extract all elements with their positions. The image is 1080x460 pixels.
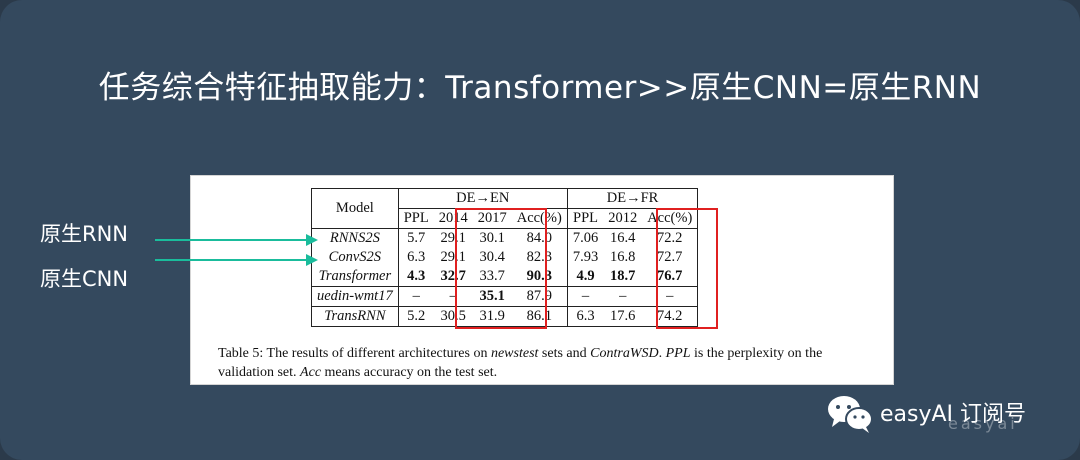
model-name: uedin-wmt17 [311,286,399,307]
table-cell: 30.4 [479,249,505,265]
caption-text: Acc [300,365,322,380]
label-native-rnn: 原生RNN [40,222,129,246]
table-cell: 6.3 [567,306,604,327]
arrow-cnn [155,254,318,266]
table-cell: 16.4 [610,230,636,246]
brand-watermark: easyAI 订阅号 easyai [826,392,1066,442]
caption-text: ContraWSD [590,346,659,361]
col-header: PPL [567,208,604,229]
col-header: 2012 [603,208,643,229]
table-caption: Table 5: The results of different archit… [218,344,878,382]
highlight-box-de-en [455,208,547,329]
table-cell: – [433,286,473,307]
col-header: Acc(%) [511,208,568,229]
caption-text: Table 5: The results of different archit… [218,346,491,361]
caption-text: is the perplexity on the validation set. [218,346,823,380]
table-cell: 35.1 [472,286,512,307]
table-cell: 7.06 [572,230,599,246]
caption-text: means accuracy on the test set. [321,365,498,380]
col-header: 2017 [472,208,512,229]
table-cell: 5.7 [407,230,426,246]
caption-text: PPL [665,346,691,361]
group-header-de-fr: DE→FR [567,188,699,209]
col-header: 2014 [433,208,473,229]
table-row: uedin-wmt17 – – 35.1 87.9 – – – [311,286,699,307]
model-name: RNNS2S [311,228,399,248]
model-header: Model [311,188,399,229]
table-cell: – [567,286,604,307]
table-cell: 6.3 [407,249,426,265]
model-name: Transformer [311,267,399,287]
caption-text: newstest [490,346,539,361]
table-cell: 29.1 [440,230,466,246]
table-cell: 4.9 [576,268,595,284]
highlight-box-de-fr [656,208,718,329]
arrow-rnn [155,234,318,246]
table-cell: 7.93 [572,249,599,265]
caption-text: sets and [538,346,591,361]
label-native-cnn: 原生CNN [40,267,129,291]
table-cell: 16.8 [610,249,636,265]
table-cell: 33.7 [479,268,505,284]
table-cell: 4.3 [407,268,426,284]
table-cell: 31.9 [472,306,512,327]
table-row: Transformer 4.3 32.7 33.7 90.3 4.9 18.7 … [311,267,699,287]
col-header: PPL [398,208,434,229]
brand-name: easyAI 订阅号 [880,402,1027,427]
table-cell: 32.7 [440,268,466,284]
slide-title: 任务综合特征抽取能力：Transformer>>原生CNN=原生RNN [98,70,982,106]
table-cell: 30.5 [433,306,473,327]
wechat-icon [828,396,873,433]
table-cell: 5.2 [398,306,434,327]
table-cell: – [603,286,643,307]
model-name: TransRNN [311,306,399,327]
table-cell: 30.1 [479,230,505,246]
table-cell: – [398,286,434,307]
caption-text: . [658,346,666,361]
table-cell: 29.1 [440,249,466,265]
table-cell: 18.7 [610,268,636,284]
brand-ghost-text: easyai [948,414,1018,433]
results-table-image: Model DE→EN DE→FR PPL 2014 2017 Acc(%) P… [190,175,894,385]
table-cell: 17.6 [603,306,643,327]
results-table: Model DE→EN DE→FR PPL 2014 2017 Acc(%) P… [311,188,699,327]
